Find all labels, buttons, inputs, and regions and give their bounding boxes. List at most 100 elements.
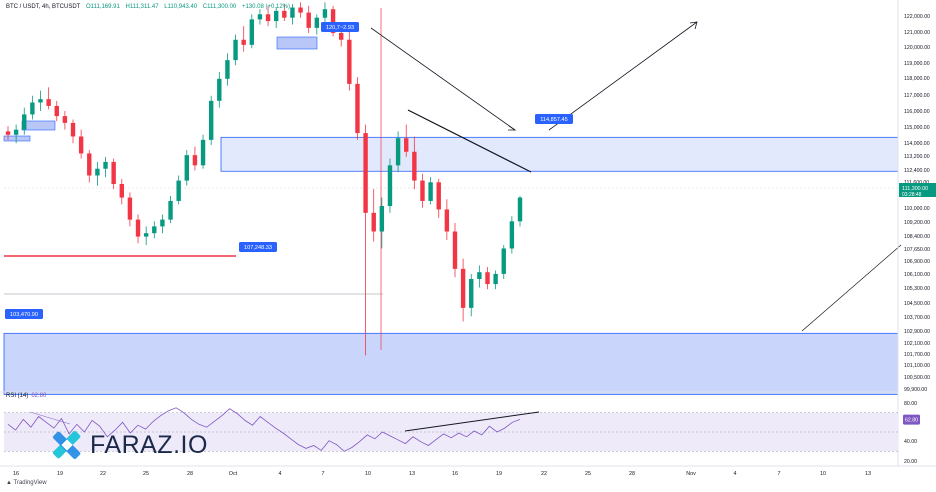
candle-body[interactable]: [233, 39, 238, 61]
candle-body[interactable]: [87, 153, 92, 176]
candle-body[interactable]: [298, 7, 303, 13]
candle-body[interactable]: [347, 39, 352, 84]
price-label-box: [321, 22, 359, 32]
candle-body[interactable]: [371, 212, 376, 232]
time-axis-tick: 13: [409, 471, 415, 477]
candle-body[interactable]: [387, 165, 393, 207]
time-axis-tick: Nov: [686, 471, 696, 477]
candle-body[interactable]: [208, 100, 214, 140]
candlestick-series[interactable]: [5, 2, 523, 356]
rsi-value-badge-text: 62.80: [905, 418, 918, 424]
candle-body[interactable]: [241, 39, 246, 45]
candle-body[interactable]: [412, 151, 417, 181]
candle-body[interactable]: [306, 12, 311, 28]
candle-body[interactable]: [70, 122, 76, 137]
candle-body[interactable]: [452, 231, 458, 269]
candle-body[interactable]: [404, 138, 409, 152]
price-axis-tick: 116,000.00: [904, 109, 930, 115]
candle-body[interactable]: [225, 60, 230, 79]
candle-body[interactable]: [444, 209, 450, 232]
candle-body[interactable]: [249, 19, 255, 45]
candle-body[interactable]: [339, 32, 344, 40]
candle-body[interactable]: [54, 105, 59, 117]
candle-body[interactable]: [517, 197, 523, 222]
candle-body[interactable]: [428, 182, 433, 201]
price-label-box: [239, 242, 277, 252]
candle-body[interactable]: [436, 182, 441, 210]
candle-body[interactable]: [22, 114, 27, 130]
candle-body[interactable]: [62, 116, 68, 123]
candle-body[interactable]: [30, 102, 35, 115]
candle-body[interactable]: [509, 221, 515, 249]
tradingview-credit[interactable]: ▲ TradingView: [6, 480, 47, 486]
time-axis-tick: 10: [365, 471, 371, 477]
candle-body[interactable]: [460, 268, 466, 308]
symbol-title[interactable]: BTC / USDT, 4h, BTCUSDT: [6, 4, 81, 10]
candle-body[interactable]: [257, 14, 263, 20]
price-axis-tick: 119,000.00: [904, 61, 930, 67]
candle-body[interactable]: [273, 10, 279, 22]
small-zone-top: [276, 36, 318, 50]
candle-body[interactable]: [127, 197, 133, 220]
candle-body[interactable]: [493, 273, 498, 285]
price-axis[interactable]: 122,000.00 121,000.00 120,000.00 119,000.00…: [897, 0, 936, 466]
candle-body[interactable]: [176, 180, 181, 201]
candle-body[interactable]: [5, 131, 11, 135]
candle-body[interactable]: [152, 226, 157, 234]
candle-body[interactable]: [217, 78, 222, 101]
candle-body[interactable]: [78, 136, 84, 154]
candle-body[interactable]: [469, 279, 474, 308]
candle-body[interactable]: [355, 83, 360, 134]
candle-body[interactable]: [501, 248, 506, 274]
candle-body[interactable]: [103, 161, 108, 169]
time-axis[interactable]: 16 19 22 25 28 Oct 4 7 10 13 16 19 22 25 28 Nov 4 7 10 13: [0, 465, 936, 477]
demand-zone-lower: [3, 332, 899, 395]
candle-body[interactable]: [363, 133, 368, 213]
candle-body[interactable]: [420, 180, 425, 201]
price-label-text: 103,470.90: [10, 312, 38, 318]
candle-body[interactable]: [395, 138, 401, 166]
candle-body[interactable]: [119, 183, 124, 198]
price-axis-tick: 115,000.00: [904, 125, 930, 131]
candle-body[interactable]: [13, 129, 19, 135]
candle-body[interactable]: [168, 200, 173, 220]
small-zone-left: [3, 135, 31, 142]
price-labels: 120,7~2.93 114,857.45 107,248.33 103,470.90: [5, 22, 573, 319]
candle-body[interactable]: [485, 272, 490, 285]
candle-body[interactable]: [184, 155, 189, 181]
candle-body[interactable]: [160, 219, 165, 227]
price-label-text: 120,7~2.93: [326, 25, 354, 31]
candle-body[interactable]: [95, 168, 100, 176]
price-axis-tick: 106,900.00: [904, 259, 930, 265]
time-axis-tick: 10: [820, 471, 826, 477]
price-axis-tick: 109,200.00: [904, 220, 930, 226]
candle-body[interactable]: [38, 99, 43, 103]
candle-body[interactable]: [192, 155, 198, 166]
candle-body[interactable]: [379, 206, 385, 232]
price-axis-tick: 110,000.00: [904, 206, 930, 212]
candle-body[interactable]: [330, 9, 336, 33]
supply-demand-zones: [3, 36, 899, 395]
ohlc-change: +130.08 (+0.12%): [241, 4, 290, 10]
candle-body[interactable]: [200, 139, 206, 166]
candle-body[interactable]: [143, 233, 149, 237]
candle-body[interactable]: [111, 161, 116, 184]
candle-body[interactable]: [282, 10, 287, 18]
ohlc-close: C111,300.00: [202, 4, 237, 10]
rsi-line[interactable]: [7, 407, 521, 452]
candle-body[interactable]: [46, 99, 51, 106]
candle-body[interactable]: [265, 14, 271, 22]
rsi-header[interactable]: RSI (14) 62.80: [6, 393, 46, 399]
candle-body[interactable]: [314, 17, 320, 28]
tradingview-icon: ▲: [6, 480, 12, 486]
time-axis-tick: 25: [585, 471, 591, 477]
candle-body[interactable]: [477, 272, 482, 280]
price-axis-tick: 100,500.00: [904, 375, 930, 381]
arrow-down-head: [508, 125, 517, 131]
arrow-down-line: [370, 27, 516, 131]
candle-body[interactable]: [290, 7, 295, 18]
candle-body[interactable]: [135, 219, 141, 237]
candle-body[interactable]: [322, 9, 328, 18]
